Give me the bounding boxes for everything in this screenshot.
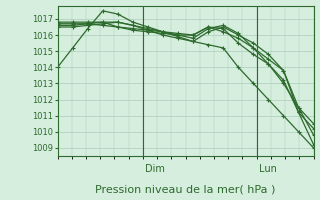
Text: Pression niveau de la mer( hPa ): Pression niveau de la mer( hPa ) <box>95 184 276 194</box>
Text: Dim: Dim <box>145 164 165 174</box>
Text: Lun: Lun <box>259 164 277 174</box>
